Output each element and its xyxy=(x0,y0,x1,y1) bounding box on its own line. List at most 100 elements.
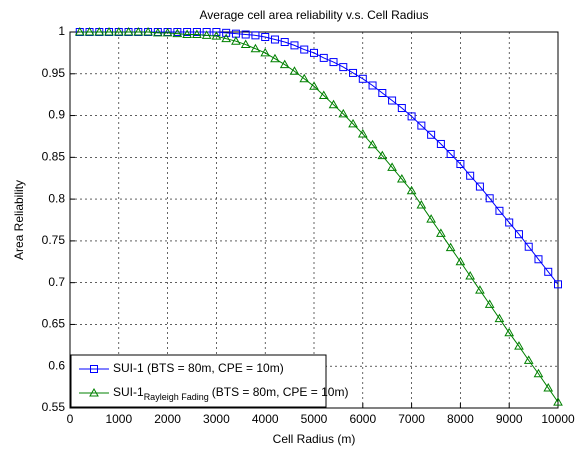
legend-text: SUI-1 (BTS = 80m, CPE = 10m) xyxy=(113,361,284,375)
marker xyxy=(299,73,310,83)
marker xyxy=(201,30,212,39)
legend-text: (BTS = 80m, CPE = 10m) xyxy=(212,385,349,399)
marker xyxy=(368,81,377,90)
x-tick-label: 7000 xyxy=(398,412,425,426)
x-tick-label: 4000 xyxy=(252,412,279,426)
marker xyxy=(173,28,182,36)
marker xyxy=(152,27,163,37)
marker xyxy=(358,74,367,83)
x-tick-label: 5000 xyxy=(301,412,328,426)
chart-title: Average cell area reliability v.s. Cell … xyxy=(200,8,429,22)
marker xyxy=(455,256,466,266)
marker xyxy=(143,26,153,36)
marker xyxy=(270,53,280,63)
marker xyxy=(104,26,114,36)
marker xyxy=(318,90,329,100)
legend-label: SUI-1 (BTS = 80m, CPE = 10m) xyxy=(113,361,284,375)
marker xyxy=(339,63,348,72)
y-tick-label: 0.8 xyxy=(48,191,65,205)
x-tick-label: 9000 xyxy=(496,412,523,426)
marker xyxy=(416,199,427,209)
marker xyxy=(212,28,221,36)
marker xyxy=(222,28,231,37)
marker xyxy=(524,242,533,251)
legend-text: Rayleigh Fading xyxy=(144,392,209,402)
marker xyxy=(554,280,562,289)
y-tick-label: 0.95 xyxy=(42,66,66,80)
marker xyxy=(113,26,124,36)
marker xyxy=(172,28,183,38)
x-axis-label: Cell Radius (m) xyxy=(273,432,356,446)
legend-box xyxy=(70,354,327,408)
marker xyxy=(407,112,416,121)
marker xyxy=(465,270,476,280)
x-tick-label: 1000 xyxy=(105,412,132,426)
marker xyxy=(221,33,232,43)
marker xyxy=(162,27,173,37)
marker xyxy=(123,26,134,36)
marker xyxy=(446,149,455,158)
marker xyxy=(338,108,349,118)
marker xyxy=(367,139,378,149)
y-tick-label: 0.85 xyxy=(42,150,66,164)
marker xyxy=(514,341,524,350)
marker xyxy=(261,33,270,42)
marker xyxy=(300,45,309,54)
marker xyxy=(280,38,289,47)
marker xyxy=(89,387,99,397)
marker xyxy=(436,228,446,237)
marker xyxy=(309,81,319,90)
marker xyxy=(495,206,504,215)
marker xyxy=(427,130,436,139)
marker xyxy=(426,214,436,223)
marker xyxy=(387,162,397,171)
y-tick-label: 0.6 xyxy=(48,358,65,372)
plot-area xyxy=(69,31,559,409)
marker xyxy=(475,182,484,191)
marker xyxy=(534,255,543,264)
y-tick-label: 0.55 xyxy=(42,400,66,414)
marker xyxy=(90,365,98,373)
marker xyxy=(417,121,426,130)
x-tick-label: 2000 xyxy=(154,412,181,426)
marker xyxy=(348,118,358,128)
marker xyxy=(485,194,494,203)
marker xyxy=(397,104,406,113)
marker xyxy=(378,88,387,97)
marker xyxy=(84,26,95,36)
marker xyxy=(329,58,338,67)
marker xyxy=(533,368,544,378)
marker xyxy=(250,43,261,53)
legend-text: SUI-1 xyxy=(113,385,144,399)
marker xyxy=(319,53,328,62)
marker xyxy=(377,150,388,160)
y-tick-label: 0.7 xyxy=(48,275,65,289)
y-tick-label: 1 xyxy=(58,24,65,38)
marker xyxy=(504,327,515,337)
marker xyxy=(328,99,339,109)
marker xyxy=(289,66,300,75)
marker xyxy=(456,160,465,169)
marker xyxy=(514,230,523,239)
marker xyxy=(406,185,417,195)
marker xyxy=(240,39,251,49)
marker xyxy=(74,26,85,36)
marker xyxy=(133,26,144,36)
marker xyxy=(270,35,279,44)
marker xyxy=(192,29,202,39)
marker xyxy=(349,68,358,77)
x-tick-label: 8000 xyxy=(447,412,474,426)
marker xyxy=(543,382,554,392)
marker xyxy=(260,47,271,57)
marker xyxy=(211,31,222,40)
marker xyxy=(445,242,456,252)
marker xyxy=(505,218,514,227)
marker xyxy=(436,139,445,148)
marker xyxy=(251,31,260,40)
y-tick-label: 0.65 xyxy=(42,317,66,331)
marker xyxy=(182,29,192,39)
x-tick-label: 6000 xyxy=(349,412,376,426)
marker xyxy=(475,285,485,294)
y-axis-label: Area Reliability xyxy=(12,180,26,260)
